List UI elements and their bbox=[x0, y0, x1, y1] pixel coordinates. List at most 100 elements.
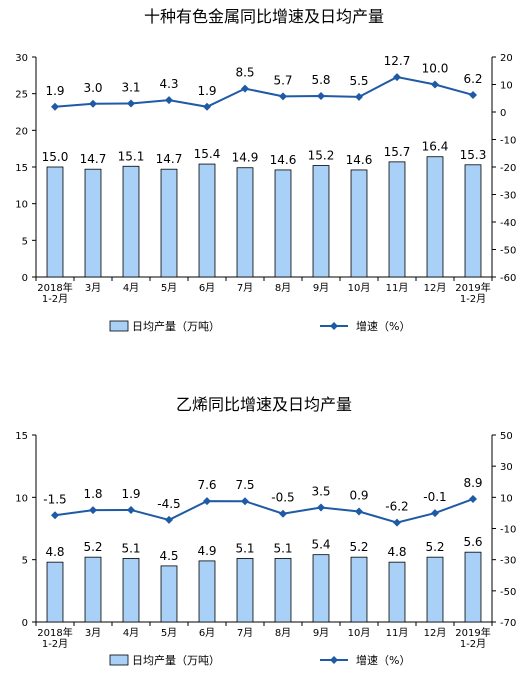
line-data-label: 1.9 bbox=[45, 84, 64, 98]
bar-data-label: 14.7 bbox=[80, 152, 107, 166]
line-point bbox=[317, 92, 325, 101]
x-tick-label-line: 4月 bbox=[123, 282, 139, 294]
bar bbox=[426, 556, 444, 623]
line-point bbox=[393, 73, 401, 82]
bar bbox=[84, 168, 102, 278]
y-tick-label-right: -50 bbox=[500, 246, 516, 257]
x-tick-label: 2019年 1-2月 bbox=[455, 626, 490, 650]
bar bbox=[84, 556, 102, 623]
line-data-label: 1.9 bbox=[197, 84, 216, 98]
bar bbox=[198, 560, 216, 623]
line-data-label: 3.5 bbox=[311, 484, 330, 498]
x-tick-label: 9月 bbox=[313, 282, 329, 294]
bar-data-label: 5.4 bbox=[311, 538, 330, 552]
line-point bbox=[279, 509, 287, 518]
line-data-label: 10.0 bbox=[422, 62, 449, 76]
bar bbox=[350, 169, 368, 278]
line-data-label: 12.7 bbox=[384, 54, 411, 68]
legend: 日均产量（万吨） 增速（%） bbox=[109, 653, 410, 667]
legend-swatch-bar bbox=[109, 320, 129, 332]
y-tick-label-right: -20 bbox=[500, 163, 516, 174]
y-tick-label-left: 20 bbox=[15, 126, 28, 137]
bar bbox=[274, 169, 292, 278]
line-point bbox=[51, 511, 59, 520]
bar-data-label: 15.0 bbox=[42, 150, 69, 164]
line-data-label: -6.2 bbox=[385, 500, 408, 514]
line-point bbox=[165, 96, 173, 105]
bar-data-label: 5.2 bbox=[425, 540, 444, 554]
x-tick-label: 8月 bbox=[275, 282, 291, 294]
line-point bbox=[355, 92, 363, 101]
x-tick-label: 2018年 1-2月 bbox=[37, 281, 72, 305]
legend-marker bbox=[330, 656, 338, 664]
x-tick-label: 3月 bbox=[85, 627, 101, 639]
x-tick-label-line: 5月 bbox=[161, 627, 177, 639]
x-tick-label: 6月 bbox=[199, 627, 215, 639]
x-tick-label: 7月 bbox=[237, 627, 253, 639]
line-data-label: 8.9 bbox=[463, 476, 482, 490]
x-tick-label: 6月 bbox=[199, 282, 215, 294]
x-tick-label: 7月 bbox=[237, 282, 253, 294]
y-tick-label-right: 20 bbox=[500, 53, 513, 64]
y-tick-label-left: 5 bbox=[22, 556, 28, 567]
x-tick-label: 9月 bbox=[313, 627, 329, 639]
y-tick-label-right: -30 bbox=[500, 556, 516, 567]
bar-data-label: 5.1 bbox=[121, 541, 140, 555]
growth-line bbox=[54, 76, 474, 108]
line-point bbox=[317, 503, 325, 512]
bar bbox=[388, 561, 406, 623]
x-tick-label-line: 7月 bbox=[237, 627, 253, 639]
bar-data-label: 4.8 bbox=[45, 545, 64, 559]
x-tick-label-line: 2018年 bbox=[37, 626, 72, 639]
line-data-label: 7.5 bbox=[235, 478, 254, 492]
line-point bbox=[127, 99, 135, 108]
x-tick-label-line: 6月 bbox=[199, 627, 215, 639]
y-tick-label-right: -40 bbox=[500, 218, 516, 229]
x-tick-label: 2019年 1-2月 bbox=[455, 281, 490, 305]
bar bbox=[464, 551, 482, 623]
bar-data-label: 14.7 bbox=[156, 152, 183, 166]
y-tick-label-right: 30 bbox=[500, 462, 513, 473]
bar bbox=[274, 558, 292, 623]
bar bbox=[160, 565, 178, 623]
line-point bbox=[89, 506, 97, 515]
line-point bbox=[51, 102, 59, 111]
legend-swatch-bar bbox=[109, 654, 129, 666]
chart-1: 十种有色金属同比增速及日均产量 0 5 10 15 20 25 30 -60 -50 -40 -30 -… bbox=[15, 7, 516, 333]
y-tick-label-left: 10 bbox=[15, 493, 28, 504]
line-point bbox=[393, 518, 401, 527]
bar bbox=[46, 166, 64, 278]
bar-data-label: 5.1 bbox=[235, 541, 254, 555]
bar bbox=[46, 561, 64, 623]
bar bbox=[122, 558, 140, 623]
line-data-label: 3.1 bbox=[121, 80, 140, 94]
bar bbox=[160, 168, 178, 278]
legend-label-line: 增速（%） bbox=[356, 319, 410, 333]
line-data-label: 5.5 bbox=[349, 74, 368, 88]
chart-2: 乙烯同比增速及日均产量 0 5 10 15 -70 -50 -30 -10 10 30 50 2018年… bbox=[15, 395, 516, 667]
y-tick-label-right: -30 bbox=[500, 191, 516, 202]
x-tick-label: 5月 bbox=[161, 282, 177, 294]
x-tick-label: 12月 bbox=[424, 282, 447, 294]
y-tick-label-left: 25 bbox=[15, 90, 28, 101]
line-point bbox=[203, 102, 211, 111]
line-point bbox=[355, 507, 363, 516]
y-tick-label-left: 30 bbox=[15, 53, 28, 64]
y-tick-label-right: 0 bbox=[500, 108, 506, 119]
x-tick-label-line: 2019年 bbox=[455, 281, 490, 294]
y-tick-label-right: -60 bbox=[500, 273, 516, 284]
legend: 日均产量（万吨） 增速（%） bbox=[109, 319, 410, 333]
y-tick-label-right: 10 bbox=[500, 493, 513, 504]
x-tick-label-line: 10月 bbox=[348, 627, 371, 639]
y-tick-label-left: 5 bbox=[22, 236, 28, 247]
bar-data-label: 14.9 bbox=[232, 151, 259, 165]
bar-data-label: 5.6 bbox=[463, 535, 482, 549]
bar-data-label: 4.8 bbox=[387, 545, 406, 559]
x-tick-label-line: 1-2月 bbox=[460, 638, 486, 650]
line-data-label: 4.3 bbox=[159, 77, 178, 91]
x-tick-label-line: 9月 bbox=[313, 282, 329, 294]
y-tick-label-left: 10 bbox=[15, 200, 28, 211]
x-tick-label-line: 8月 bbox=[275, 627, 291, 639]
x-tick-label: 2018年 1-2月 bbox=[37, 626, 72, 650]
